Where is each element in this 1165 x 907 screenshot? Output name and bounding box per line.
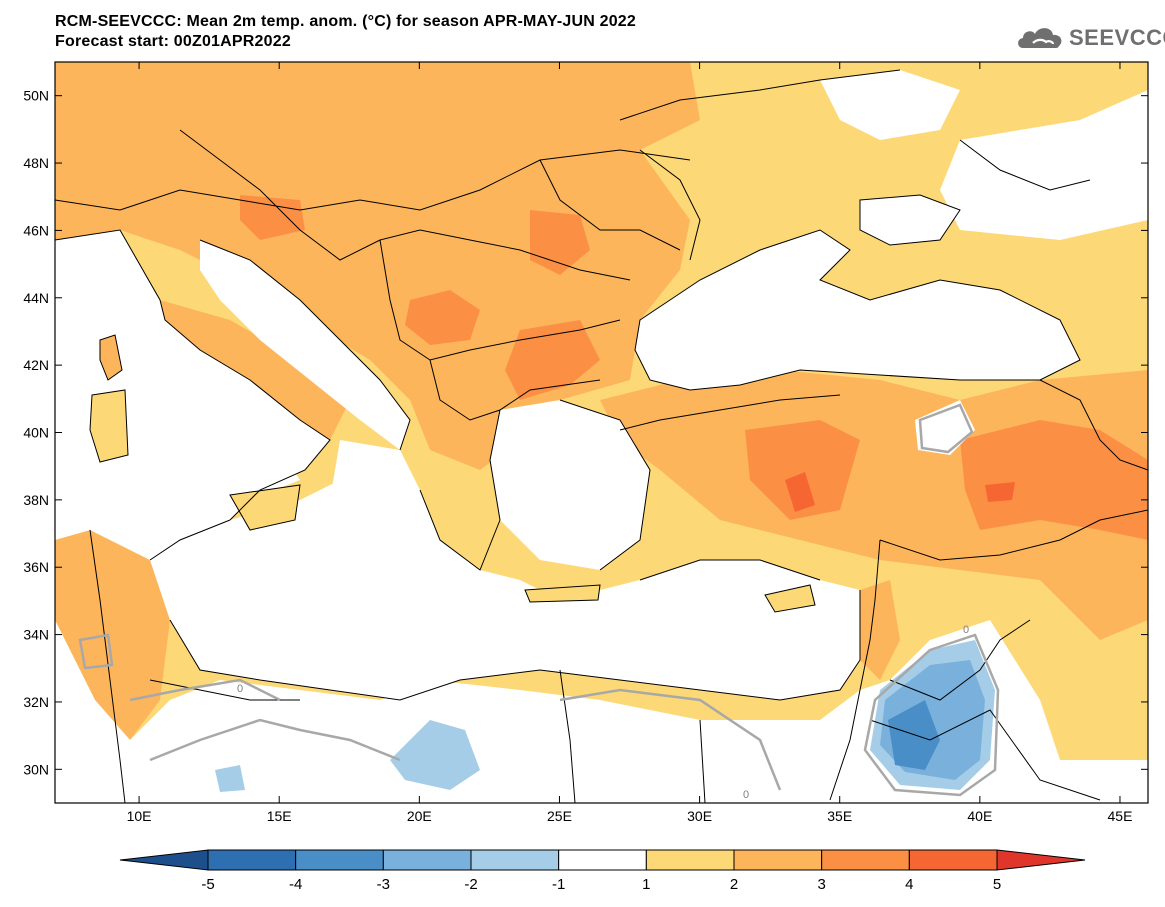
- y-tick-label: 44N: [23, 290, 49, 306]
- colorbar-label: -1: [552, 876, 565, 893]
- colorbar-label: -5: [201, 876, 214, 893]
- x-tick-label: 35E: [827, 808, 852, 824]
- anom-tunisia-neg-1-2: [215, 765, 245, 792]
- x-tick-label: 20E: [407, 808, 432, 824]
- y-tick-label: 36N: [23, 559, 49, 575]
- y-tick-label: 38N: [23, 492, 49, 508]
- adriatic-sea: [200, 240, 410, 450]
- colorbar-high-extend: [996, 849, 1086, 871]
- tyrrhenian-sea: [120, 330, 300, 500]
- anom-libya-neg-1-2: [390, 720, 480, 790]
- x-tick-label: 10E: [127, 808, 152, 824]
- anom-alps-3-4: [240, 195, 305, 240]
- colorbar-segment: [821, 849, 910, 871]
- y-tick-label: 34N: [23, 627, 49, 643]
- x-tick-label: 15E: [267, 808, 292, 824]
- contour-label-1: 0: [963, 624, 969, 636]
- x-tick-label: 25E: [547, 808, 572, 824]
- x-tick-label: 40E: [967, 808, 992, 824]
- colorbar-low-extend: [119, 849, 209, 871]
- anom-libya-white: [55, 620, 1148, 803]
- chart-title: RCM-SEEVCCC: Mean 2m temp. anom. (°C) fo…: [55, 12, 636, 52]
- island-cyprus: [765, 585, 815, 612]
- island-sardinia: [90, 390, 128, 462]
- aegean-sea: [490, 400, 650, 570]
- colorbar-label: -3: [377, 876, 390, 893]
- central-med-sea: [150, 470, 860, 700]
- contour-label-2: 0: [237, 683, 243, 695]
- anom-anatolia-3-4: [745, 420, 860, 520]
- anom-balkans-3-4: [405, 290, 480, 345]
- anom-eastturkey-4-5: [985, 482, 1015, 502]
- coastlines: [55, 194, 1081, 701]
- y-tick-label: 40N: [23, 425, 49, 441]
- azov-sea: [860, 195, 960, 245]
- anom-tunisia-2-3: [55, 530, 170, 740]
- map-field: 0 0 0: [55, 62, 1148, 803]
- anom-eastturkey-3-4: [960, 420, 1148, 540]
- colorbar-segment: [733, 849, 823, 871]
- colorbar-segment: [645, 849, 735, 871]
- island-sicily: [230, 485, 300, 530]
- colorbar-segment: [295, 849, 384, 871]
- colorbar-label: 5: [993, 876, 1001, 893]
- colorbar: -5 -4 -3 -2 -1 1 2 3 4 5: [119, 849, 1086, 893]
- map-axes: 10E 15E 20E 25E 30E 35E 40E 45E 50N 48N 46N 44N 42N 4…: [23, 62, 1148, 824]
- title-line-2: Forecast start: 00Z01APR2022: [55, 33, 291, 50]
- y-tick-label: 32N: [23, 694, 49, 710]
- black-sea: [635, 230, 1080, 390]
- logo-text: SEEVCCC: [1069, 25, 1165, 50]
- colorbar-label: -2: [464, 876, 477, 893]
- colorbar-segment: [470, 849, 560, 871]
- y-tick-label: 50N: [23, 88, 49, 104]
- colorbar-segment: [207, 849, 297, 871]
- anom-ukraine-white: [820, 70, 960, 140]
- y-tick-label: 46N: [23, 222, 49, 238]
- island-corsica: [100, 335, 122, 380]
- x-tick-label: 30E: [687, 808, 712, 824]
- colorbar-label: 4: [905, 876, 913, 893]
- title-line-1: RCM-SEEVCCC: Mean 2m temp. anom. (°C) fo…: [55, 13, 636, 30]
- anom-levant-2-3: [860, 580, 900, 680]
- colorbar-label: 3: [817, 876, 825, 893]
- colorbar-segment: [558, 849, 647, 871]
- country-borders: [55, 69, 1148, 803]
- y-tick-label: 30N: [23, 761, 49, 777]
- y-tick-label: 42N: [23, 357, 49, 373]
- colorbar-label: -4: [289, 876, 302, 893]
- ionian-sea: [330, 440, 440, 560]
- contour-label-3: 0: [743, 789, 749, 801]
- anom-bulgaria-3-4: [505, 320, 600, 400]
- cloud-icon: [1018, 28, 1062, 48]
- x-tick-label: 45E: [1108, 808, 1133, 824]
- anom-italy-2-3: [160, 300, 350, 440]
- colorbar-segment: [382, 849, 472, 871]
- colorbar-label: 1: [642, 876, 650, 893]
- seevccc-logo: SEEVCCC: [1015, 20, 1165, 56]
- anom-anatolia-4-5: [785, 472, 815, 512]
- y-tick-label: 48N: [23, 155, 49, 171]
- colorbar-segment: [908, 849, 998, 871]
- anom-russia-white: [940, 90, 1148, 240]
- zero-contours: [78, 403, 1000, 797]
- colorbar-label: 2: [730, 876, 738, 893]
